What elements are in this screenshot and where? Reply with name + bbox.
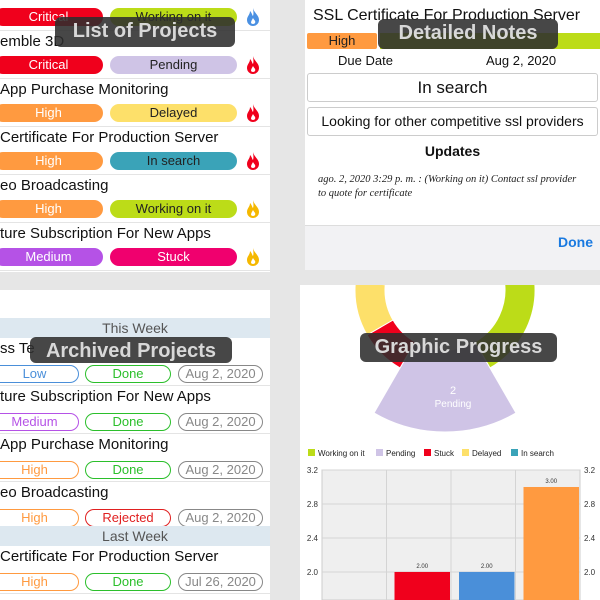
status-pill[interactable]: Working on it: [110, 200, 237, 218]
done-button[interactable]: Done: [558, 234, 593, 250]
date-pill[interactable]: Aug 2, 2020: [178, 461, 263, 479]
row-divider: [0, 174, 270, 175]
priority-pill[interactable]: Low: [0, 365, 79, 383]
priority-pill[interactable]: High: [0, 573, 79, 591]
legend-label: Stuck: [434, 449, 455, 458]
legend-swatch: [511, 449, 518, 456]
project-name[interactable]: Certificate For Production Server: [0, 548, 219, 565]
priority-pill[interactable]: High: [0, 104, 103, 122]
priority-icon: [247, 104, 259, 122]
status-pill[interactable]: Done: [85, 573, 171, 591]
archive-panel: This Week ss Te Low Done Aug 2, 2020 ture Sub…: [0, 290, 270, 600]
list-panel: CriticalWorking on itemble 3DCriticalPen…: [0, 0, 270, 272]
date-pill[interactable]: Aug 2, 2020: [178, 413, 263, 431]
bar: [523, 486, 579, 600]
project-name[interactable]: App Purchase Monitoring: [0, 81, 169, 98]
y2-tick-label: 2.8: [584, 500, 596, 509]
project-name[interactable]: emble 3D: [0, 33, 65, 50]
y2-tick-label: 3.2: [584, 466, 596, 475]
priority-pill[interactable]: High: [0, 152, 103, 170]
section-heading: This Week: [0, 318, 270, 338]
bar-value-label: 2.00: [481, 564, 493, 570]
date-pill[interactable]: Aug 2, 2020: [178, 509, 263, 527]
note-input[interactable]: Looking for other competitive ssl provid…: [307, 107, 598, 136]
priority-pill[interactable]: High: [0, 461, 79, 479]
bar: [459, 571, 515, 600]
legend-swatch: [308, 449, 315, 456]
bar-value-label: 3.00: [545, 479, 557, 485]
status-input[interactable]: In search: [307, 73, 598, 102]
update-text: to quote for certificate: [318, 188, 413, 199]
y-tick-label: 2.4: [307, 534, 319, 543]
priority-icon: [247, 200, 259, 218]
date-pill[interactable]: Jul 26, 2020: [178, 573, 263, 591]
y2-tick-label: 2.4: [584, 534, 596, 543]
due-label: Due Date: [338, 53, 393, 68]
legend-label: In search: [521, 449, 554, 458]
priority-pill[interactable]: High: [0, 200, 103, 218]
priority-pill[interactable]: Medium: [0, 413, 79, 431]
project-name[interactable]: ture Subscription For New Apps: [0, 388, 211, 405]
priority-icon: [247, 152, 259, 170]
toolbar: [305, 225, 600, 270]
priority-icon: [247, 248, 259, 266]
status-pill[interactable]: In search: [110, 152, 237, 170]
y-tick-label: 2.0: [307, 568, 319, 577]
row-divider: [0, 385, 270, 386]
row-divider: [0, 433, 270, 434]
status-pill[interactable]: Delayed: [110, 104, 237, 122]
bar: [394, 571, 450, 600]
row-divider: [0, 78, 270, 79]
pie-label: Pending: [435, 399, 472, 410]
priority-pill[interactable]: High: [307, 33, 377, 49]
update-text: ago. 2, 2020 3:29 p. m. : (Working on it…: [318, 174, 577, 185]
progress-panel: 2 Pending Working on it Pending Stuck Delayed…: [300, 285, 600, 600]
status-pill[interactable]: Rejected: [85, 509, 171, 527]
donut-slice: [354, 285, 394, 336]
section-overlay: List of Projects: [55, 17, 235, 47]
section-overlay: Detailed Notes: [378, 19, 558, 49]
priority-icon: [247, 56, 259, 74]
priority-pill[interactable]: High: [0, 509, 79, 527]
legend-label: Working on it: [318, 449, 365, 458]
project-name[interactable]: App Purchase Monitoring: [0, 436, 169, 453]
project-name[interactable]: ss Te: [0, 340, 35, 357]
status-pill[interactable]: Done: [85, 461, 171, 479]
updates-heading: Updates: [424, 143, 481, 159]
due-date: Aug 2, 2020: [486, 53, 557, 68]
row-divider: [0, 126, 270, 127]
legend-label: Delayed: [472, 449, 501, 458]
legend-swatch: [462, 449, 469, 456]
row-divider: [0, 593, 270, 594]
priority-pill[interactable]: Critical: [0, 56, 103, 74]
status-pill[interactable]: Done: [85, 413, 171, 431]
priority-icon: [247, 8, 259, 26]
legend-swatch: [424, 449, 431, 456]
row-divider: [0, 481, 270, 482]
y-tick-label: 2.8: [307, 500, 319, 509]
notes-panel: SSL Certificate For Production Server Hig…: [305, 0, 600, 270]
date-pill[interactable]: Aug 2, 2020: [178, 365, 263, 383]
project-name[interactable]: eo Broadcasting: [0, 177, 109, 194]
y-tick-label: 3.2: [307, 466, 319, 475]
y2-tick-label: 2.0: [584, 568, 596, 577]
pie-count: 2: [450, 385, 456, 397]
section-overlay: Graphic Progress: [360, 333, 557, 362]
status-pill[interactable]: Done: [85, 365, 171, 383]
priority-pill[interactable]: Medium: [0, 248, 103, 266]
section-heading: Last Week: [0, 526, 270, 546]
project-name[interactable]: eo Broadcasting: [0, 484, 109, 501]
status-pill[interactable]: Pending: [110, 56, 237, 74]
status-pill[interactable]: Stuck: [110, 248, 237, 266]
project-name[interactable]: ture Subscription For New Apps: [0, 225, 211, 242]
row-divider: [0, 222, 270, 223]
section-overlay: Archived Projects: [30, 337, 232, 363]
legend-swatch: [376, 449, 383, 456]
project-name[interactable]: Certificate For Production Server: [0, 129, 219, 146]
legend-label: Pending: [386, 449, 415, 458]
row-divider: [0, 270, 270, 271]
bar-value-label: 2.00: [416, 564, 428, 570]
